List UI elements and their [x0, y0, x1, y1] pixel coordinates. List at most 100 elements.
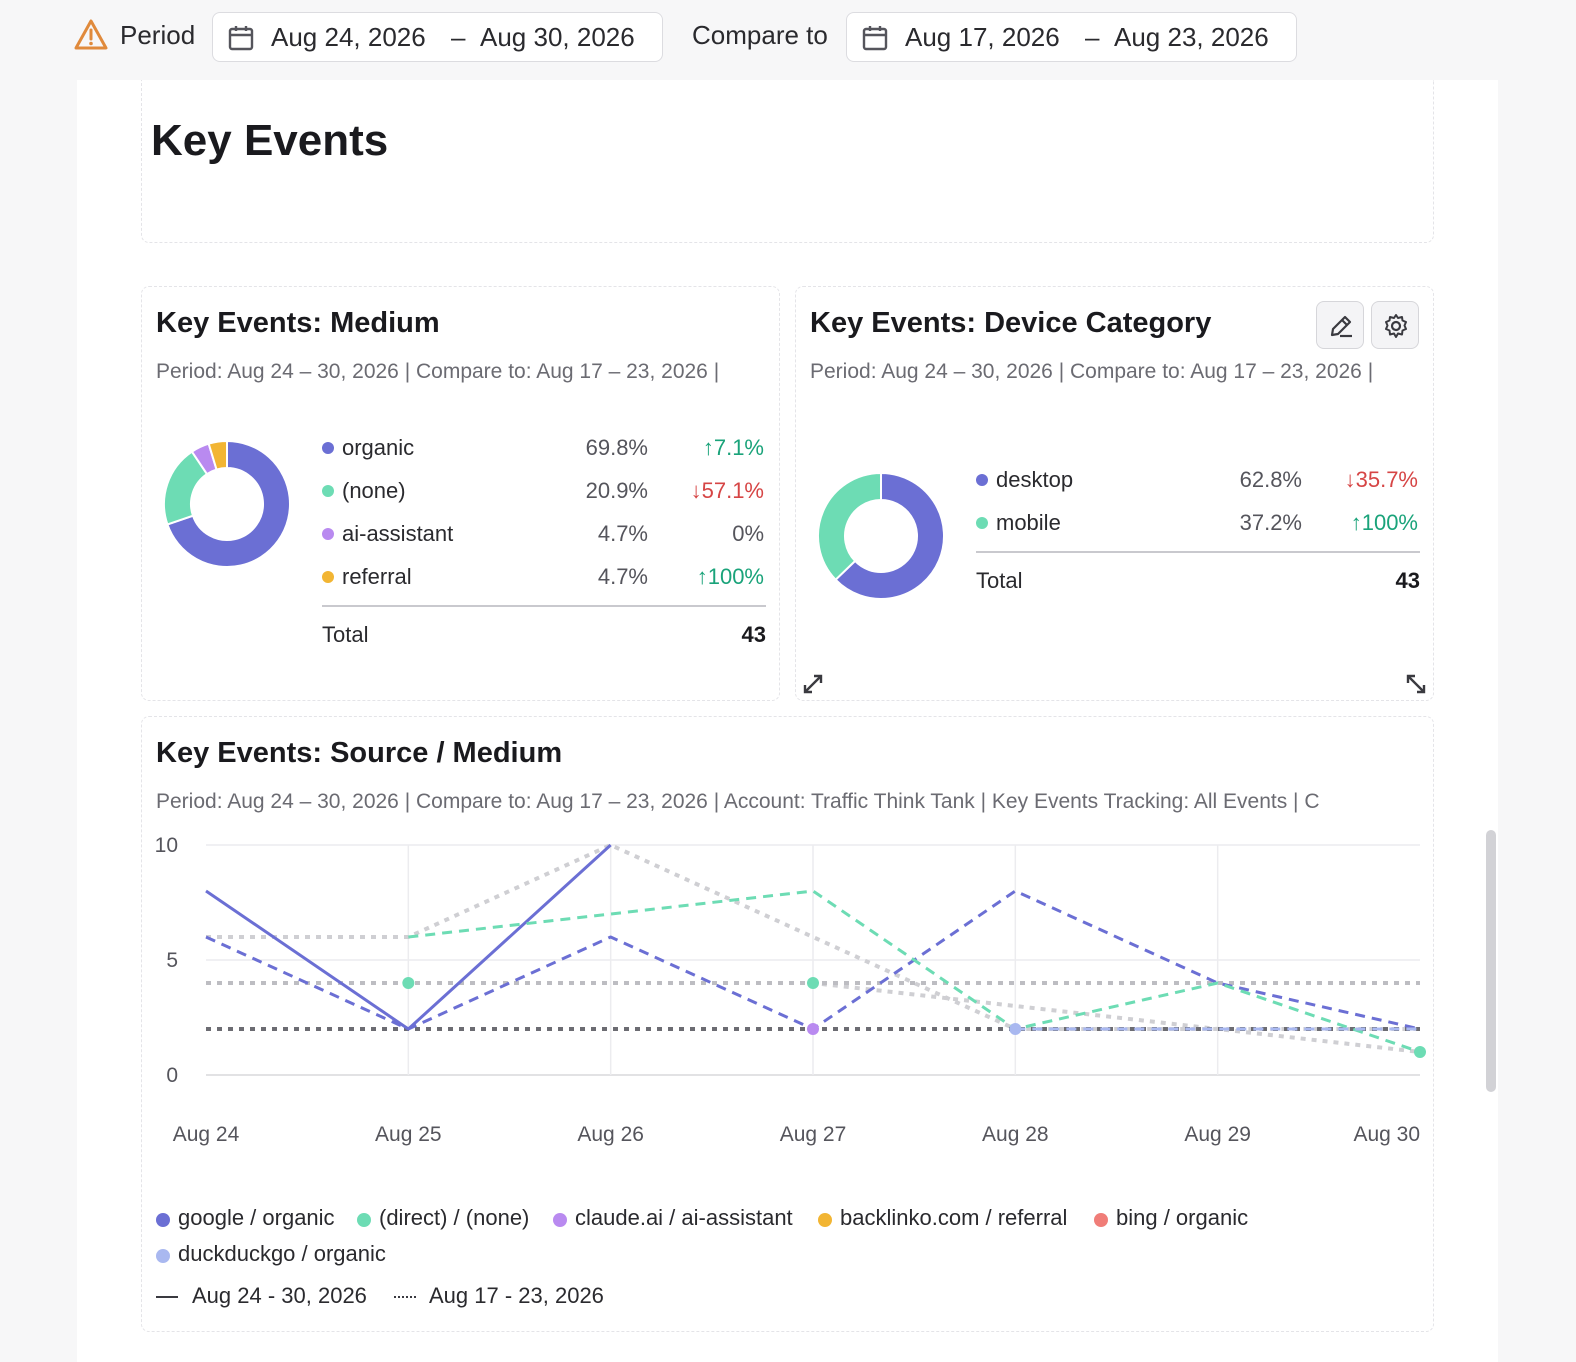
compare-label: Compare to	[692, 20, 828, 50]
y-tick-label: 5	[166, 949, 178, 972]
legend-label: backlinko.com / referral	[840, 1205, 1068, 1230]
vertical-scrollbar[interactable]	[1486, 830, 1496, 1092]
legend-color-dot	[976, 517, 988, 529]
legend-change: ↓35.7%	[1344, 467, 1418, 492]
donut-slice-organic[interactable]	[166, 439, 291, 568]
y-tick-label: 0	[166, 1064, 178, 1087]
warning-icon[interactable]	[74, 18, 108, 52]
legend-change: ↑100%	[1350, 510, 1418, 535]
medium-total-value: 43	[741, 622, 766, 647]
pencil-icon	[1330, 315, 1352, 338]
donut-slice-referral[interactable]	[207, 439, 228, 471]
x-tick-label: Aug 26	[577, 1123, 644, 1146]
legend-color-dot	[322, 442, 334, 454]
report-canvas: Key Events Key Events: Medium Period: Au…	[77, 80, 1498, 1362]
legend-color-dot	[156, 1249, 170, 1263]
medium-donut-chart	[163, 439, 291, 568]
x-tick-label: Aug 28	[982, 1123, 1049, 1146]
donut-slice-desktop[interactable]	[834, 471, 945, 600]
resize-handle-icon[interactable]	[1403, 671, 1429, 697]
legend-label: bing / organic	[1116, 1205, 1249, 1230]
settings-button[interactable]	[1371, 301, 1419, 349]
series-line-direct-none[interactable]	[408, 889, 1421, 1054]
section-header-card: Key Events	[141, 80, 1434, 243]
x-tick-label: Aug 24	[173, 1123, 240, 1146]
compare-end-date[interactable]: Aug 23, 2026	[1114, 22, 1269, 52]
legend-share: 4.7%	[597, 521, 648, 546]
period-end-date[interactable]: Aug 30, 2026	[480, 22, 635, 52]
date-range-dash: –	[451, 22, 466, 52]
previous-period-legend: Aug 17 - 23, 2026	[429, 1283, 604, 1308]
medium-card-title: Key Events: Medium	[156, 307, 440, 339]
donut-slice-mobile[interactable]	[817, 471, 882, 582]
source-card-subtitle: Period: Aug 24 – 30, 2026 | Compare to: …	[156, 790, 1320, 813]
data-point-marker[interactable]	[807, 977, 819, 989]
legend-row-organic[interactable]: organic 69.8% ↑7.1%	[320, 433, 770, 463]
legend-label: (direct) / (none)	[379, 1205, 530, 1230]
medium-total-label: Total	[322, 622, 369, 647]
compare-date-picker[interactable]: Aug 17, 2026 – Aug 23, 2026	[846, 12, 1297, 62]
legend-label: duckduckgo / organic	[178, 1241, 386, 1266]
drag-handle-icon[interactable]	[800, 671, 826, 697]
current-period-legend: Aug 24 - 30, 2026	[192, 1283, 367, 1308]
data-point-marker[interactable]	[807, 1023, 819, 1035]
legend-row-none[interactable]: (none) 20.9% ↓57.1%	[320, 476, 770, 506]
data-point-marker[interactable]	[402, 977, 415, 989]
legend-color-dot	[357, 1213, 371, 1227]
period-date-picker[interactable]: Aug 24, 2026 – Aug 30, 2026	[212, 12, 663, 62]
legend-row-referral[interactable]: referral 4.7% ↑100%	[320, 562, 770, 592]
legend-color-dot	[818, 1213, 832, 1227]
legend-row-ai-assistant[interactable]: ai-assistant 4.7% 0%	[320, 519, 770, 549]
device-card-subtitle: Period: Aug 24 – 30, 2026 | Compare to: …	[810, 360, 1374, 383]
data-point-marker[interactable]	[1414, 1046, 1426, 1058]
legend-color-dot	[976, 474, 988, 486]
legend-share: 20.9%	[585, 478, 648, 503]
legend-label: desktop	[996, 467, 1074, 492]
legend-label: referral	[342, 564, 412, 589]
gear-icon	[1385, 314, 1407, 338]
device-donut-chart	[817, 471, 945, 600]
period-label: Period	[120, 20, 196, 50]
source-medium-line-chart: 0 5 10 Aug 24 Aug 25 Aug 26 Aug 27 Aug 28 Aug 29…	[155, 834, 1426, 1146]
legend-row-desktop[interactable]: desktop 62.8% ↓35.7%	[974, 465, 1424, 495]
legend-color-dot	[322, 485, 334, 497]
y-tick-label: 10	[155, 834, 178, 857]
source-medium-card: Key Events: Source / Medium Period: Aug …	[141, 716, 1434, 1332]
dotted-line-swatch	[394, 1296, 416, 1298]
calendar-icon	[862, 26, 888, 51]
legend-share: 69.8%	[585, 435, 648, 460]
legend-color-dot	[553, 1213, 567, 1227]
solid-line-swatch	[156, 1296, 178, 1298]
period-toolbar: Period Aug 24, 2026 – Aug 30, 2026 Compa…	[0, 0, 1576, 80]
source-card-title: Key Events: Source / Medium	[156, 737, 563, 769]
x-tick-label: Aug 27	[780, 1123, 847, 1146]
x-tick-label: Aug 25	[375, 1123, 442, 1146]
legend-color-dot	[322, 528, 334, 540]
legend-change: ↑100%	[696, 564, 764, 589]
data-point-marker[interactable]	[1009, 1023, 1022, 1035]
legend-change: ↑7.1%	[702, 435, 764, 460]
device-total-label: Total	[976, 568, 1023, 593]
legend-row-mobile[interactable]: mobile 37.2% ↑100%	[974, 508, 1424, 538]
legend-label: organic	[342, 435, 415, 460]
legend-label: claude.ai / ai-assistant	[575, 1205, 793, 1230]
period-start-date[interactable]: Aug 24, 2026	[271, 22, 426, 52]
calendar-icon	[228, 26, 254, 51]
x-tick-label: Aug 30	[1353, 1123, 1420, 1146]
medium-card: Key Events: Medium Period: Aug 24 – 30, …	[141, 286, 780, 701]
legend-label: mobile	[996, 510, 1061, 535]
legend-color-dot	[156, 1213, 170, 1227]
device-card-title: Key Events: Device Category	[810, 307, 1212, 339]
device-card: Key Events: Device Category Period: Aug …	[795, 286, 1434, 701]
page-title: Key Events	[151, 116, 389, 165]
legend-label: google / organic	[178, 1205, 335, 1230]
legend-label: (none)	[342, 478, 406, 503]
legend-change: ↓57.1%	[690, 478, 764, 503]
compare-start-date[interactable]: Aug 17, 2026	[905, 22, 1060, 52]
legend-color-dot	[322, 571, 334, 583]
edit-button[interactable]	[1316, 301, 1364, 349]
legend-label: ai-assistant	[342, 521, 454, 546]
legend-share: 62.8%	[1239, 467, 1302, 492]
date-range-dash: –	[1085, 22, 1100, 52]
device-total-value: 43	[1395, 568, 1420, 593]
